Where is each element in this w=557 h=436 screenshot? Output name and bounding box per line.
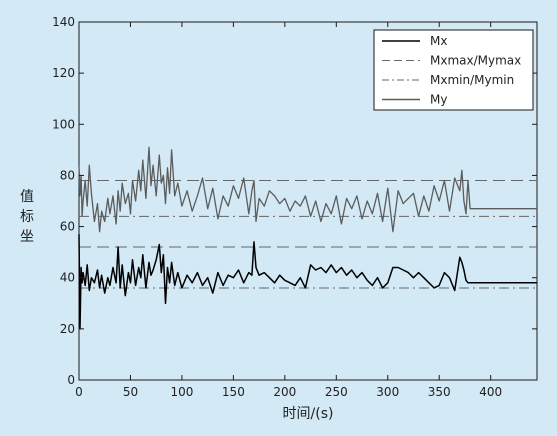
y-tick-label: 20 (60, 322, 75, 336)
legend-label: Mxmin/Mymin (430, 73, 514, 87)
x-tick-label: 300 (376, 385, 399, 399)
y-tick-label: 0 (67, 373, 75, 387)
legend-label: Mx (430, 34, 447, 48)
legend-label: Mxmax/Mymax (430, 54, 521, 68)
y-axis-title-char: 坐 (20, 229, 34, 245)
x-tick-label: 250 (325, 385, 348, 399)
y-tick-label: 120 (52, 66, 75, 80)
y-tick-label: 100 (52, 117, 75, 131)
series-line-my (78, 146, 537, 233)
y-tick-label: 60 (60, 220, 75, 234)
x-tick-label: 150 (222, 385, 245, 399)
x-tick-label: 100 (170, 385, 193, 399)
series-line-mx (78, 234, 537, 330)
y-tick-label: 140 (52, 15, 75, 29)
y-axis-title: 值标坐 (20, 189, 34, 245)
series-layer (78, 146, 537, 330)
y-tick-label: 40 (60, 271, 75, 285)
x-tick-label: 350 (428, 385, 451, 399)
x-tick-label: 0 (75, 385, 83, 399)
y-axis-title-char: 值 (20, 189, 34, 205)
x-tick-label: 50 (123, 385, 138, 399)
x-tick-label: 400 (479, 385, 502, 399)
legend-label: My (430, 93, 447, 107)
y-axis-title-char: 标 (20, 209, 34, 225)
ticks: 0 50 100 150 200 250 300 350 400 0 20 40 60 80 100 120 1… (52, 15, 537, 399)
legend: Mx Mxmax/Mymax Mxmin/Mymin My (373, 29, 534, 111)
x-axis-title: 时间/(s) (283, 406, 334, 422)
x-tick-label: 200 (273, 385, 296, 399)
y-tick-label: 80 (60, 168, 75, 182)
legend-box (373, 29, 534, 111)
